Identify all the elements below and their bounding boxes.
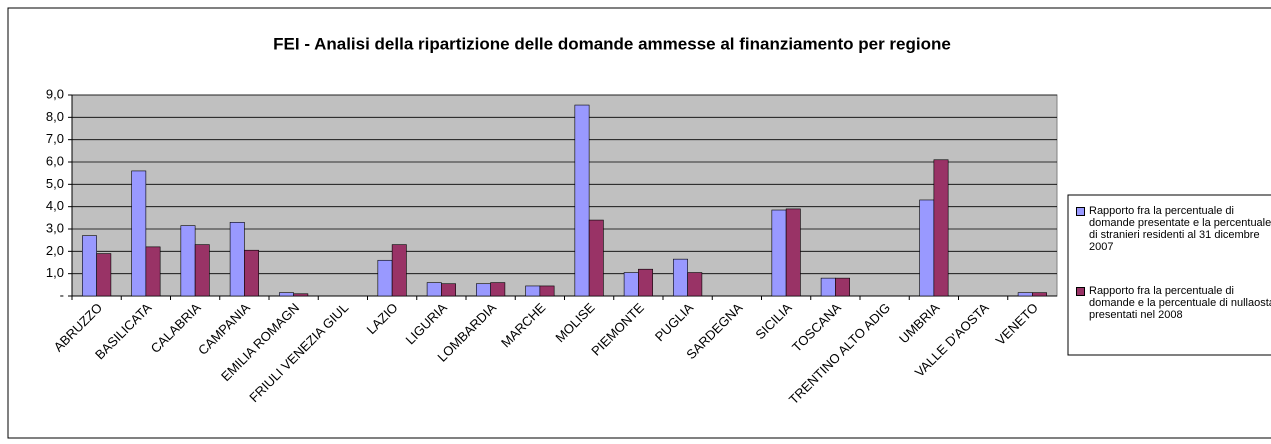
bar [820, 277, 836, 297]
bar [687, 272, 703, 297]
legend-swatch [1076, 287, 1085, 296]
y-tick-label: 9,0 [46, 86, 64, 101]
bar [525, 285, 541, 297]
y-tick-label: 4,0 [46, 198, 64, 213]
y-tick-label: 3,0 [46, 220, 64, 235]
bar [785, 208, 801, 297]
bar [244, 249, 259, 297]
bar [919, 199, 935, 297]
bar [835, 277, 850, 297]
legend-box [1067, 194, 1271, 356]
bar [1017, 292, 1033, 297]
bar [426, 282, 442, 297]
bar [539, 285, 555, 297]
bar [279, 292, 294, 297]
bar [131, 170, 147, 297]
y-tick-label: 2,0 [46, 243, 64, 258]
bar [588, 219, 604, 297]
bar [377, 259, 393, 297]
y-tick-label: - [60, 287, 64, 302]
bar [933, 159, 949, 297]
bar [229, 222, 245, 297]
bar [1032, 292, 1047, 297]
bar [623, 272, 639, 297]
bar [638, 268, 653, 297]
bar [574, 104, 590, 297]
legend-swatch [1076, 207, 1085, 216]
y-tick-label: 5,0 [46, 176, 64, 191]
bar [490, 282, 506, 297]
bar [673, 258, 688, 297]
bar [96, 253, 112, 297]
legend-label: Rapporto fra la percentuale di domande e… [1089, 285, 1271, 321]
bar [82, 235, 97, 297]
chart-title: FEI - Analisi della ripartizione delle d… [273, 34, 951, 53]
bar [476, 283, 491, 297]
y-tick-label: 8,0 [46, 109, 64, 124]
bar [194, 244, 210, 297]
legend-label: Rapporto fra la percentuale di domande p… [1089, 205, 1271, 253]
y-tick-label: 6,0 [46, 153, 64, 168]
bar [771, 209, 787, 297]
bar [145, 246, 161, 297]
plot-area [71, 94, 1058, 297]
bar [293, 293, 309, 297]
y-tick-label: 1,0 [46, 265, 64, 280]
y-tick-label: 7,0 [46, 131, 64, 146]
bar [391, 244, 407, 297]
bar [180, 225, 196, 297]
bar [441, 283, 456, 297]
